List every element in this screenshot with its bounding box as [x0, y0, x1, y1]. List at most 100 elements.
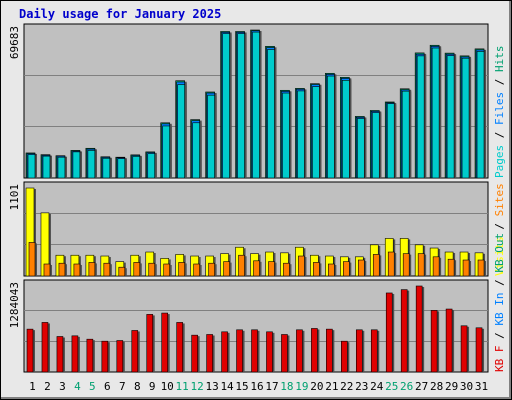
bar-sites: [133, 262, 141, 277]
legend-separator: /: [493, 125, 506, 145]
x-tick-label: 30: [460, 380, 473, 393]
x-tick-label: 31: [475, 380, 488, 393]
bar-sites: [372, 254, 380, 277]
bar-kb-f: [341, 340, 348, 373]
bar-sites: [283, 262, 290, 277]
bar-pages: [356, 118, 365, 179]
bar-pages: [342, 80, 350, 179]
x-tick-label: 26: [400, 380, 413, 393]
legend: KB F / KB In / KB Out: [493, 233, 506, 372]
bar-kb-f: [101, 340, 109, 373]
x-tick-label: 29: [445, 380, 458, 393]
bar-kb-f: [400, 289, 408, 373]
bar-pages: [327, 75, 335, 179]
bar-kb-f: [131, 330, 139, 373]
bar-pages: [252, 31, 260, 179]
bar-sites: [73, 263, 81, 277]
x-tick-label: 12: [191, 380, 204, 393]
bar-pages: [147, 153, 156, 179]
x-tick-label: 14: [220, 380, 234, 393]
bar-sites: [432, 256, 440, 277]
x-tick-label: 18: [280, 380, 293, 393]
x-tick-label: 17: [265, 380, 278, 393]
bar-sites: [417, 253, 425, 277]
bar-kb-f: [26, 328, 34, 373]
bar-pages: [312, 86, 320, 179]
bar-sites: [88, 262, 96, 277]
bar-sites: [43, 263, 51, 277]
bar-pages: [192, 122, 200, 179]
bar-pages: [42, 155, 51, 179]
x-tick-label: 6: [104, 380, 111, 393]
bar-sites: [477, 259, 485, 277]
x-tick-label: 2: [44, 380, 51, 393]
bar-pages: [446, 55, 455, 179]
bar-kb-f: [296, 329, 303, 373]
bar-kb-f: [236, 329, 243, 373]
bar-kb-f: [475, 327, 483, 373]
bar-pages: [27, 154, 36, 179]
legend-entry: KB In: [493, 293, 506, 326]
legend-separator: /: [493, 326, 506, 346]
x-tick-label: 28: [430, 380, 443, 393]
bar-sites: [402, 253, 410, 277]
bar-kb-f: [370, 329, 378, 373]
bar-kb-f: [311, 328, 318, 373]
bar-pages: [431, 47, 440, 179]
legend-separator: /: [493, 216, 506, 236]
bar-kb-f: [251, 329, 258, 373]
bar-sites: [328, 263, 335, 277]
x-tick-label: 20: [310, 380, 323, 393]
bar-sites: [357, 259, 365, 277]
bar-sites: [447, 258, 455, 277]
chart-title: Daily usage for January 2025: [19, 7, 222, 21]
bar-pages: [57, 156, 66, 179]
bar-sites: [208, 262, 215, 277]
bar-pages: [207, 94, 215, 179]
bar-pages: [386, 103, 395, 179]
bar-sites: [163, 263, 171, 277]
x-tick-label: 24: [370, 380, 384, 393]
bar-sites: [462, 259, 470, 277]
bar-kb-f: [146, 314, 154, 373]
bar-kb-f: [86, 338, 94, 373]
bar-kb-f: [326, 328, 333, 373]
bar-kb-f: [221, 331, 228, 373]
x-tick-label: 11: [176, 380, 189, 393]
y-max-label: 1101: [8, 184, 21, 211]
bar-pages: [162, 125, 171, 179]
x-tick-label: 10: [161, 380, 174, 393]
bar-kb-f: [191, 334, 198, 373]
bar-sites: [118, 266, 126, 277]
bar-sites: [387, 251, 395, 277]
x-tick-label: 16: [250, 380, 263, 393]
bar-sites: [178, 262, 185, 277]
bar-sites: [238, 254, 245, 277]
bar-kb-f: [71, 335, 79, 373]
bar-sites: [148, 262, 156, 277]
x-tick-label: 22: [340, 380, 353, 393]
bar-kb-f: [41, 322, 49, 373]
bar-pages: [87, 150, 96, 179]
bar-kb-f: [56, 336, 64, 373]
bar-kb-f: [116, 340, 124, 373]
x-tick-label: 8: [134, 380, 141, 393]
x-tick-label: 19: [295, 380, 308, 393]
bar-kb-f: [460, 325, 468, 373]
bar-pages: [222, 33, 230, 179]
bar-pages: [72, 151, 81, 179]
bar-pages: [132, 156, 141, 179]
bar-pages: [371, 112, 380, 179]
x-tick-label: 25: [385, 380, 398, 393]
legend-entry: Files: [493, 92, 506, 125]
bar-pages: [267, 49, 275, 179]
bar-sites: [103, 262, 111, 277]
bar-sites: [193, 263, 200, 277]
x-tick-label: 13: [205, 380, 218, 393]
y-max-label: 1284043: [8, 282, 21, 328]
bar-pages: [117, 158, 126, 179]
bar-kb-f: [176, 322, 183, 373]
bar-kb-f: [385, 292, 393, 373]
x-tick-label: 9: [149, 380, 156, 393]
legend-entry: Pages: [493, 145, 506, 178]
